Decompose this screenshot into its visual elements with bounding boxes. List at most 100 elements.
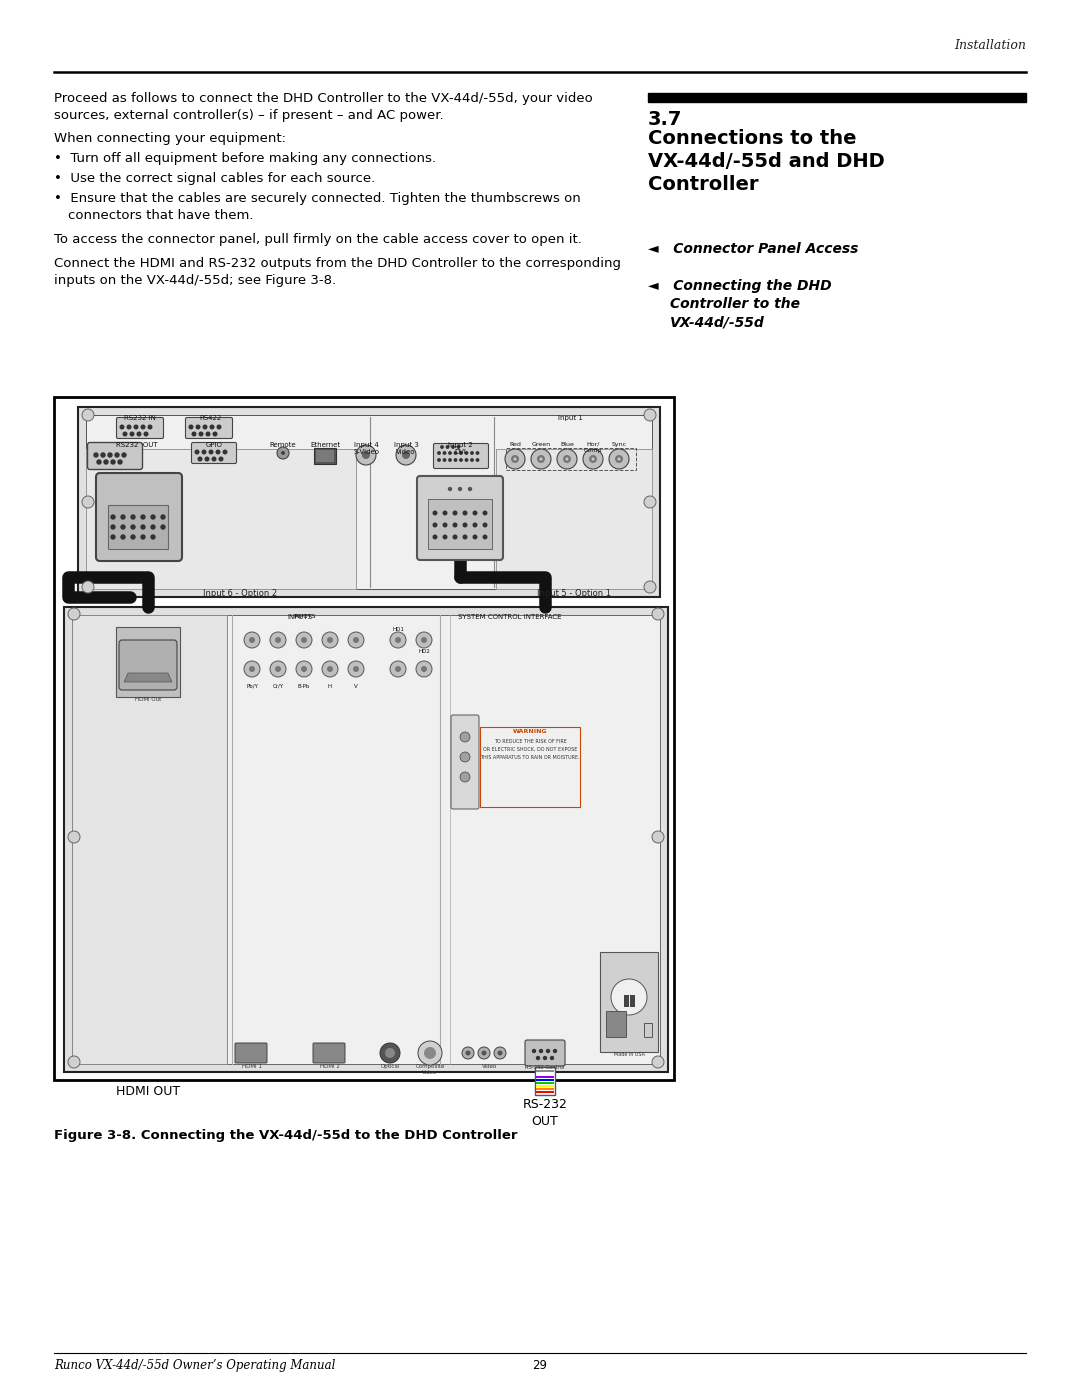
Text: Input 4
S-Video: Input 4 S-Video — [353, 441, 379, 455]
Circle shape — [460, 773, 470, 782]
Circle shape — [217, 425, 220, 429]
Circle shape — [463, 535, 467, 539]
Circle shape — [210, 450, 213, 454]
Circle shape — [296, 661, 312, 678]
Text: Connections to the: Connections to the — [648, 129, 856, 148]
Circle shape — [531, 448, 551, 469]
Bar — [72, 615, 660, 1065]
Text: 3.7: 3.7 — [648, 110, 683, 129]
Text: Runco VX-44d/-55d Owner’s Operating Manual: Runco VX-44d/-55d Owner’s Operating Manu… — [54, 1359, 336, 1372]
Circle shape — [615, 455, 623, 462]
Text: RS422: RS422 — [199, 415, 221, 420]
Circle shape — [111, 525, 114, 529]
Circle shape — [356, 446, 376, 465]
Circle shape — [460, 458, 462, 461]
Bar — [428, 499, 492, 549]
Circle shape — [322, 631, 338, 648]
Circle shape — [141, 525, 145, 529]
Circle shape — [457, 446, 460, 448]
Circle shape — [219, 457, 222, 461]
Circle shape — [390, 631, 406, 648]
Circle shape — [395, 666, 401, 672]
Circle shape — [471, 451, 473, 454]
Circle shape — [68, 1056, 80, 1067]
Circle shape — [483, 524, 487, 527]
Circle shape — [421, 637, 427, 643]
Circle shape — [82, 409, 94, 420]
Circle shape — [537, 455, 545, 462]
Text: OR ELECTRIC SHOCK, DO NOT EXPOSE: OR ELECTRIC SHOCK, DO NOT EXPOSE — [483, 747, 577, 752]
Circle shape — [131, 535, 135, 539]
Circle shape — [463, 524, 467, 527]
Text: HDMI 1: HDMI 1 — [242, 1065, 262, 1069]
Circle shape — [362, 451, 370, 460]
Circle shape — [532, 1049, 536, 1052]
Text: Input 3
Video: Input 3 Video — [393, 441, 418, 455]
Text: SYSTEM CONTROL INTERFACE: SYSTEM CONTROL INTERFACE — [458, 615, 562, 620]
Circle shape — [276, 447, 289, 460]
Circle shape — [148, 425, 152, 429]
Circle shape — [469, 488, 472, 490]
Circle shape — [454, 524, 457, 527]
Bar — [536, 1091, 554, 1092]
Circle shape — [121, 535, 125, 539]
Circle shape — [211, 425, 214, 429]
Circle shape — [301, 637, 307, 643]
Circle shape — [644, 496, 656, 509]
Circle shape — [554, 1049, 556, 1052]
Circle shape — [212, 457, 216, 461]
Circle shape — [161, 515, 165, 520]
Text: Red: Red — [509, 441, 521, 447]
Circle shape — [652, 608, 664, 620]
Circle shape — [121, 515, 125, 520]
Circle shape — [270, 661, 286, 678]
Text: HD2: HD2 — [418, 650, 430, 654]
Circle shape — [141, 425, 145, 429]
Text: THIS APPARATUS TO RAIN OR MOISTURE.: THIS APPARATUS TO RAIN OR MOISTURE. — [481, 754, 580, 760]
Text: GPIO: GPIO — [205, 441, 222, 448]
Circle shape — [348, 661, 364, 678]
Bar — [314, 448, 336, 464]
Circle shape — [557, 448, 577, 469]
Circle shape — [454, 535, 457, 539]
Text: ◄   Connecting the DHD: ◄ Connecting the DHD — [648, 279, 832, 293]
FancyBboxPatch shape — [117, 418, 163, 439]
Circle shape — [611, 979, 647, 1016]
Circle shape — [644, 581, 656, 592]
Bar — [86, 448, 356, 590]
Circle shape — [151, 515, 156, 520]
Circle shape — [82, 581, 94, 592]
Circle shape — [145, 432, 148, 436]
Circle shape — [551, 1056, 554, 1059]
Circle shape — [137, 432, 140, 436]
Circle shape — [540, 1049, 542, 1052]
Text: When connecting your equipment:: When connecting your equipment: — [54, 131, 286, 145]
Circle shape — [353, 666, 359, 672]
Text: inputs on the VX-44d/-55d; see Figure 3-8.: inputs on the VX-44d/-55d; see Figure 3-… — [54, 274, 336, 286]
Text: HDMI 2: HDMI 2 — [320, 1065, 340, 1069]
Circle shape — [216, 450, 220, 454]
Polygon shape — [124, 673, 172, 682]
Circle shape — [97, 460, 102, 464]
Circle shape — [476, 458, 478, 461]
Circle shape — [151, 535, 156, 539]
Text: Optical: Optical — [380, 1065, 400, 1069]
Text: •  Use the correct signal cables for each source.: • Use the correct signal cables for each… — [54, 172, 375, 184]
Circle shape — [460, 451, 462, 454]
Circle shape — [270, 631, 286, 648]
Text: Connect the HDMI and RS-232 outputs from the DHD Controller to the corresponding: Connect the HDMI and RS-232 outputs from… — [54, 257, 621, 270]
Bar — [316, 450, 334, 462]
Bar — [536, 1081, 554, 1084]
Circle shape — [459, 488, 461, 490]
Text: HDMI Out: HDMI Out — [135, 697, 161, 703]
Text: connectors that have them.: connectors that have them. — [68, 210, 254, 222]
Circle shape — [537, 1056, 540, 1059]
Circle shape — [416, 661, 432, 678]
FancyBboxPatch shape — [235, 1044, 267, 1063]
Circle shape — [652, 1056, 664, 1067]
Circle shape — [498, 1051, 502, 1056]
Circle shape — [134, 425, 138, 429]
Circle shape — [454, 511, 457, 515]
Circle shape — [583, 448, 603, 469]
Circle shape — [94, 453, 98, 457]
